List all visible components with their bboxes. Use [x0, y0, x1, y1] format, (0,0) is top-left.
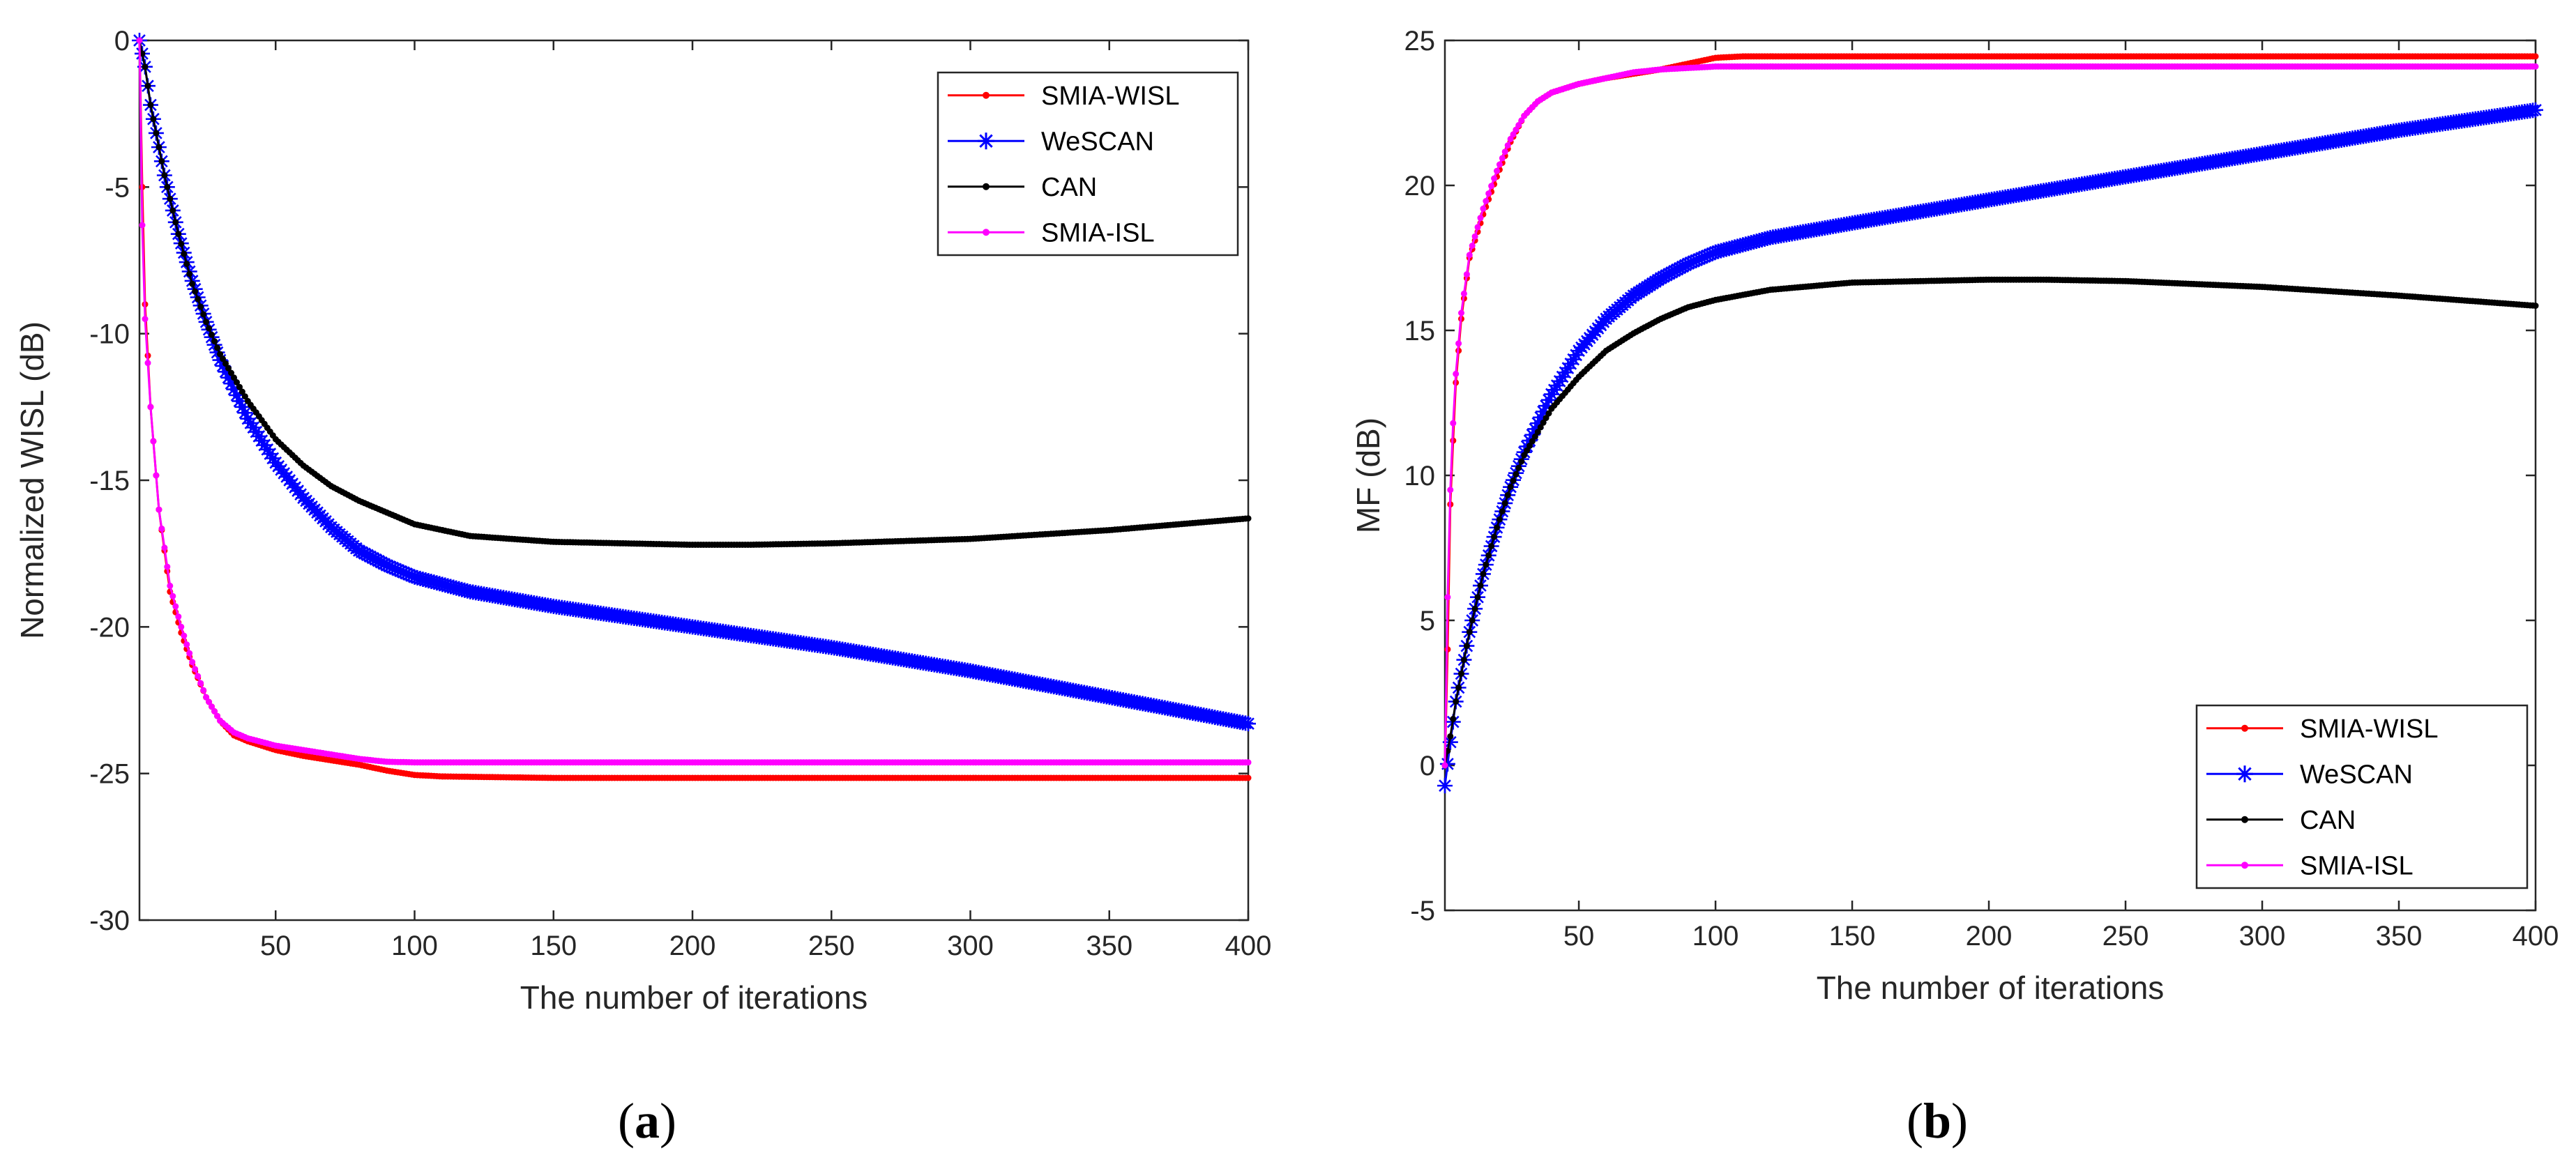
panel-a: 50 100 150 200 250 300 350 400 0 -5 -10 -15 -20 -25 -3… [14, 26, 1271, 1016]
x-tick-label: 250 [2103, 921, 2149, 951]
x-tick-label: 350 [2376, 921, 2423, 951]
x-tick-label: 150 [1829, 921, 1876, 951]
y-tick-label: 25 [1404, 26, 1436, 56]
legend-entry: CAN [948, 173, 1097, 202]
y-tick-label: -30 [89, 905, 130, 936]
x-axis-label: The number of iterations [1817, 970, 2165, 1006]
series-smia-isl [136, 37, 1252, 766]
legend-label: SMIA-WISL [2300, 714, 2438, 744]
caption-a: (a) [618, 1093, 676, 1149]
y-tick-label: 0 [1420, 751, 1435, 781]
series-markers [1441, 276, 2539, 769]
series-can [136, 37, 1252, 548]
legend-label: CAN [1041, 173, 1097, 202]
y-tick-label: 0 [114, 26, 130, 56]
x-tick-label: 150 [530, 931, 577, 961]
y-axis-label: MF (dB) [1350, 418, 1386, 533]
legend-dot-marker [2241, 862, 2248, 869]
legend: SMIA-WISL WeSCAN CAN SMIA-ISL [937, 71, 1239, 257]
x-tick-label: 100 [391, 931, 438, 961]
legend-label: SMIA-WISL [1041, 82, 1179, 111]
legend-dot-marker [2241, 724, 2248, 732]
legend-dot-marker [983, 183, 990, 190]
x-tick-label: 350 [1086, 931, 1132, 961]
series-line [1444, 65, 2536, 766]
x-tick-label: 50 [1563, 921, 1595, 951]
y-tick-label: -5 [105, 172, 130, 203]
legend-label: SMIA-ISL [2300, 851, 2414, 880]
y-tick-label: 10 [1404, 461, 1436, 491]
legend-entry: SMIA-WISL [2206, 714, 2438, 744]
series-line [1444, 55, 2536, 766]
legend-box [2195, 704, 2529, 889]
legend-dot-marker [983, 91, 990, 99]
series-smia-wisl [1441, 53, 2539, 769]
legend-label: WeSCAN [1041, 127, 1154, 156]
x-tick-label: 300 [2239, 921, 2286, 951]
x-tick-label: 50 [260, 931, 291, 961]
series-markers [1441, 53, 2539, 769]
legend-entry: WeSCAN [2206, 760, 2413, 789]
y-tick-label: 15 [1404, 316, 1436, 346]
x-tick-label: 400 [1225, 931, 1272, 961]
x-tick-label: 250 [808, 931, 855, 961]
series-wescan [1437, 102, 2543, 794]
legend-entry: SMIA-ISL [948, 218, 1155, 247]
legend-entry: SMIA-ISL [2206, 851, 2414, 880]
legend-star-marker [2236, 765, 2253, 783]
legend-dot-marker [983, 229, 990, 236]
x-tick-label: 200 [1966, 921, 2013, 951]
y-tick-label: -15 [89, 466, 130, 496]
y-tick-label: 5 [1420, 606, 1435, 636]
y-tick-label: -20 [89, 612, 130, 643]
series-markers [1441, 63, 2539, 769]
legend-entry: SMIA-WISL [948, 82, 1179, 111]
y-tick-label: -10 [89, 319, 130, 350]
x-tick-label: 300 [947, 931, 994, 961]
series-markers [136, 37, 1252, 766]
legend-entry: WeSCAN [948, 127, 1154, 156]
legend: SMIA-WISL WeSCAN CAN SMIA-ISL [2195, 704, 2529, 889]
legend-label: CAN [2300, 806, 2356, 835]
caption-b: (b) [1907, 1093, 1968, 1149]
series-line [1444, 109, 2536, 786]
legend-label: WeSCAN [2300, 760, 2413, 789]
legend-star-marker [978, 132, 994, 150]
x-tick-label: 200 [669, 931, 716, 961]
y-axis-label: Normalized WISL (dB) [14, 321, 50, 639]
x-tick-label: 100 [1692, 921, 1739, 951]
y-tick-label: 20 [1404, 171, 1436, 201]
x-tick-label: 400 [2513, 921, 2559, 951]
series-markers [1437, 102, 2543, 794]
x-axis-label: The number of iterations [520, 979, 868, 1016]
y-tick-label: -25 [89, 759, 130, 790]
legend-label: SMIA-ISL [1041, 218, 1155, 247]
legend-dot-marker [2241, 816, 2248, 823]
series-can [1441, 276, 2539, 769]
series-smia-isl [1441, 63, 2539, 769]
legend-box [937, 71, 1239, 257]
legend-entry: CAN [2206, 806, 2356, 835]
y-tick-label: -5 [1410, 896, 1435, 926]
